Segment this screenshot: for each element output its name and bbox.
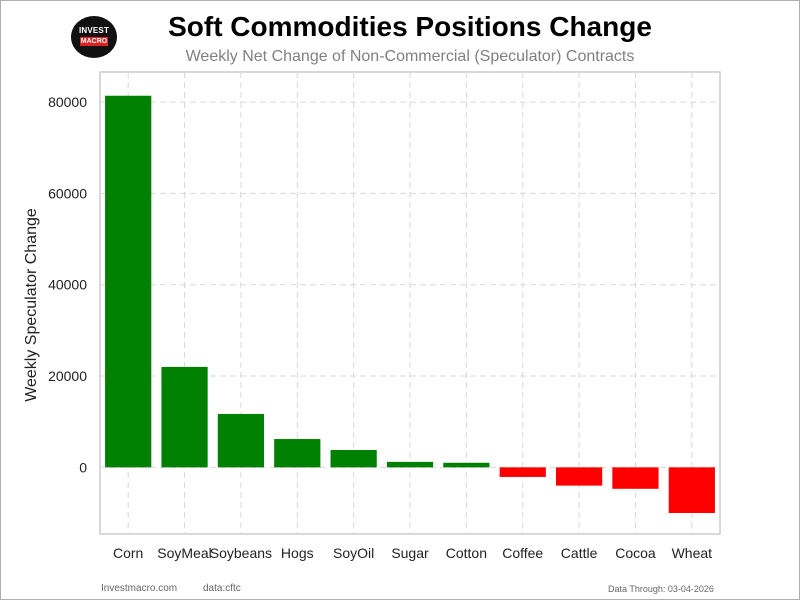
x-tick-label: Sugar — [391, 545, 429, 561]
bar-corn — [105, 95, 152, 468]
y-axis-label: Weekly Speculator Change — [23, 208, 40, 402]
logo-text-invest: INVEST — [78, 26, 110, 35]
x-tick-label: Coffee — [502, 545, 543, 561]
y-tick-label: 0 — [79, 459, 87, 475]
footer-site: Investmacro.com — [101, 583, 178, 594]
y-tick-label: 40000 — [48, 277, 87, 293]
x-tick-label: SoyMeal — [157, 545, 211, 561]
x-tick-label: Cotton — [446, 545, 487, 561]
x-tick-label: Hogs — [281, 545, 314, 561]
x-tick-label: Cocoa — [615, 545, 656, 561]
bar-coffee — [499, 467, 546, 477]
x-tick-label: Cattle — [561, 545, 598, 561]
y-tick-label: 60000 — [48, 185, 87, 201]
bar-soybeans — [217, 413, 265, 468]
bar-cattle — [555, 467, 603, 486]
chart-title: Soft Commodities Positions Change — [168, 11, 652, 42]
investmacro-logo: INVEST MACRO — [71, 16, 117, 58]
footer-data-through: Data Through: 03-04-2026 — [608, 584, 714, 594]
y-tick-label: 20000 — [48, 368, 87, 384]
footer-source: data:cftc — [203, 583, 241, 594]
bar-soyoil — [330, 450, 377, 468]
y-tick-label: 80000 — [48, 94, 87, 110]
bar-wheat — [668, 467, 715, 513]
bar-cocoa — [612, 467, 659, 489]
x-tick-label: Soybeans — [210, 545, 272, 561]
bar-soymeal — [161, 366, 208, 468]
x-tick-label: SoyOil — [333, 545, 374, 561]
chart-subtitle: Weekly Net Change of Non-Commercial (Spe… — [185, 48, 635, 65]
bar-hogs — [274, 439, 321, 468]
bar-sugar — [386, 461, 434, 468]
x-tick-label: Corn — [113, 545, 143, 561]
bar-cotton — [443, 462, 490, 468]
x-tick-label: Wheat — [672, 545, 713, 561]
logo-text-macro: MACRO — [80, 37, 108, 46]
